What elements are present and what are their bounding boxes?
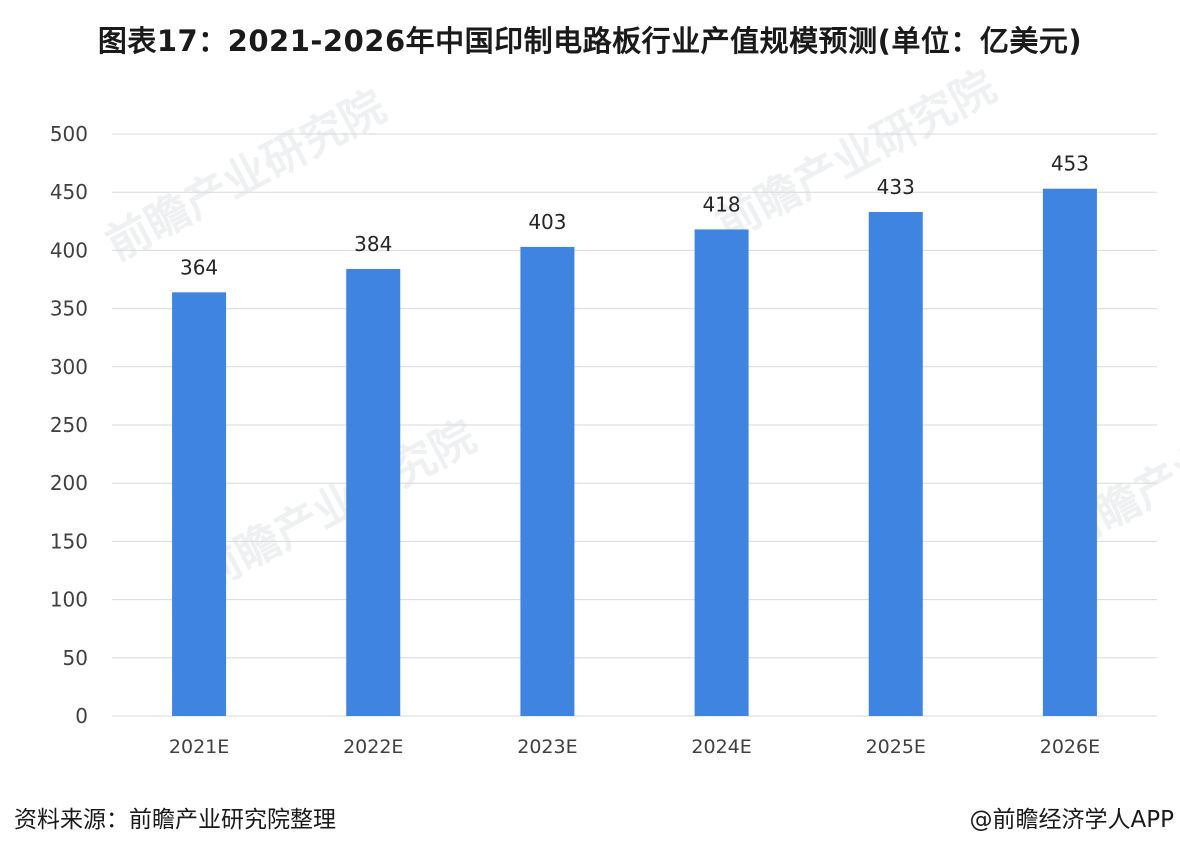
gridlines: [112, 133, 1157, 717]
data-labels: 364 384 403 418 433 453: [180, 152, 1089, 280]
bar-chart: 0 50 100 150 200 250 300 350 400 450 500 364 384 403…: [50, 122, 1157, 758]
x-tick-label: 2025E: [866, 736, 926, 758]
bars: [172, 188, 1097, 716]
bar: [1042, 188, 1097, 716]
x-tick-label: 2022E: [343, 736, 403, 758]
y-axis-ticks: 0 50 100 150 200 250 300 350 400 450 500: [50, 122, 88, 728]
credit-note: @前瞻经济学人APP: [969, 807, 1174, 833]
y-tick-label: 100: [50, 588, 88, 612]
y-tick-label: 50: [63, 646, 88, 670]
x-tick-label: 2023E: [517, 736, 577, 758]
y-tick-label: 450: [50, 180, 88, 204]
chart-title: 图表17：2021-2026年中国印制电路板行业产值规模预测(单位：亿美元): [97, 24, 1083, 58]
data-label: 403: [528, 210, 566, 234]
x-tick-label: 2024E: [691, 736, 751, 758]
x-tick-label: 2026E: [1040, 736, 1100, 758]
x-axis-ticks: 2021E 2022E 2023E 2024E 2025E 2026E: [169, 736, 1100, 758]
bar: [346, 269, 401, 716]
y-tick-label: 200: [50, 471, 88, 495]
data-label: 453: [1051, 152, 1089, 176]
data-label: 384: [354, 232, 392, 256]
bar: [868, 211, 923, 716]
source-note: 资料来源：前瞻产业研究院整理: [14, 807, 336, 833]
y-tick-label: 350: [50, 297, 88, 321]
bar: [694, 229, 749, 716]
bar: [172, 292, 227, 716]
bar: [520, 246, 575, 716]
y-tick-label: 300: [50, 355, 88, 379]
x-tick-label: 2021E: [169, 736, 229, 758]
y-tick-label: 250: [50, 413, 88, 437]
y-tick-label: 150: [50, 529, 88, 553]
y-tick-label: 500: [50, 122, 88, 146]
y-tick-label: 0: [75, 704, 88, 728]
data-label: 433: [877, 175, 915, 199]
data-label: 418: [702, 192, 740, 216]
data-label: 364: [180, 255, 218, 279]
y-tick-label: 400: [50, 238, 88, 262]
